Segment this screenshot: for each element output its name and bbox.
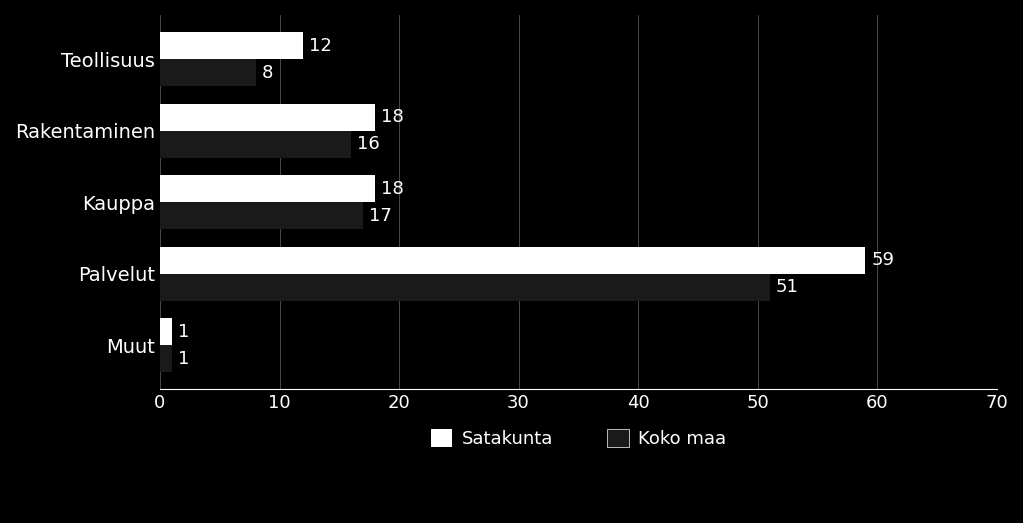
Text: 1: 1 bbox=[178, 323, 189, 340]
Bar bbox=[160, 202, 363, 230]
Legend: Satakunta, Koko maa: Satakunta, Koko maa bbox=[424, 422, 733, 455]
Bar bbox=[160, 32, 304, 59]
Bar bbox=[160, 246, 865, 274]
Text: 8: 8 bbox=[262, 64, 273, 82]
Text: 17: 17 bbox=[369, 207, 392, 225]
Text: 18: 18 bbox=[382, 108, 404, 126]
Text: 1: 1 bbox=[178, 350, 189, 368]
Bar bbox=[160, 131, 351, 158]
Bar bbox=[160, 104, 375, 131]
Text: 12: 12 bbox=[309, 37, 332, 54]
Text: 18: 18 bbox=[382, 179, 404, 198]
Text: 51: 51 bbox=[775, 278, 798, 297]
Text: 16: 16 bbox=[357, 135, 380, 153]
Bar bbox=[160, 274, 769, 301]
Text: 59: 59 bbox=[872, 251, 894, 269]
Bar bbox=[160, 59, 256, 86]
Bar bbox=[160, 175, 375, 202]
Bar bbox=[160, 318, 172, 345]
Bar bbox=[160, 345, 172, 372]
